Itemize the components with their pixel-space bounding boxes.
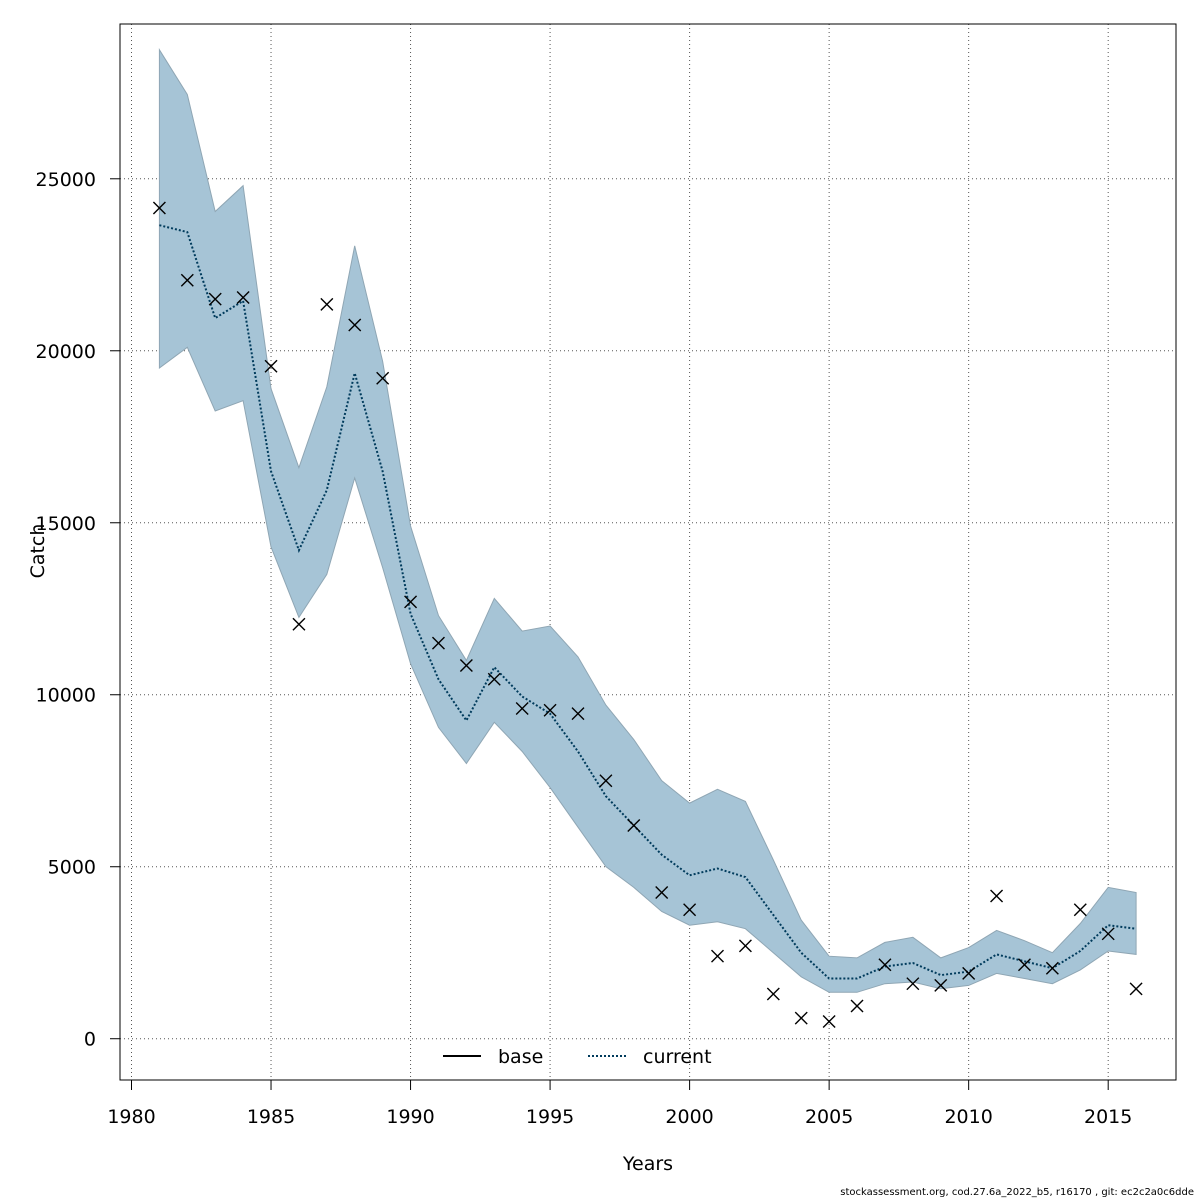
x-tick-label: 1990 [386, 1106, 434, 1128]
observed-point-stroke [1073, 903, 1087, 917]
observed-point [1101, 927, 1115, 941]
marker-layer [152, 201, 1143, 1029]
observed-point-stroke [655, 886, 669, 900]
x-tick-label: 2005 [805, 1106, 853, 1128]
observed-point [348, 318, 362, 332]
observed-point-stroke [962, 966, 976, 980]
observed-point-stroke [934, 978, 948, 992]
observed-point [431, 636, 445, 650]
observed-point-stroke [152, 201, 166, 215]
x-tick-label: 1980 [107, 1106, 155, 1128]
observed-point [599, 774, 613, 788]
observed-point-stroke [878, 958, 892, 972]
y-tick-label: 25000 [36, 169, 96, 191]
x-tick-label: 1985 [247, 1106, 295, 1128]
observed-point-stroke [738, 939, 752, 953]
y-tick-label: 5000 [48, 857, 96, 879]
observed-point-stroke [320, 297, 334, 311]
x-tick-label: 2015 [1084, 1106, 1132, 1128]
observed-point [180, 273, 194, 287]
observed-point [376, 371, 390, 385]
observed-point [794, 1011, 808, 1025]
x-axis-title: Years [622, 1153, 673, 1175]
observed-point [683, 903, 697, 917]
observed-point [627, 818, 641, 832]
observed-point [236, 290, 250, 304]
x-tick-label: 1995 [526, 1106, 574, 1128]
axis-layer: 1980 1985 1990 1995 2000 2005 2010 2015 0 5000 100… [36, 169, 1133, 1128]
observed-point [1129, 982, 1143, 996]
observed-point [766, 987, 780, 1001]
observed-point [1073, 903, 1087, 917]
observed-point-stroke [543, 703, 557, 717]
observed-point [906, 977, 920, 991]
legend: base current [443, 1046, 712, 1068]
observed-point-stroke [1045, 961, 1059, 975]
observed-point-stroke [766, 987, 780, 1001]
x-tick-label: 2000 [665, 1106, 713, 1128]
observed-point-stroke [711, 949, 725, 963]
y-tick-label: 20000 [36, 341, 96, 363]
observed-point [459, 659, 473, 673]
observed-point [292, 617, 306, 631]
observed-point [962, 966, 976, 980]
observed-point [822, 1015, 836, 1029]
footer-credit: stockassessment.org, cod.27.6a_2022_b5, … [840, 1187, 1194, 1198]
observed-point-stroke [571, 707, 585, 721]
observed-point-stroke [515, 702, 529, 716]
observed-point-stroke [292, 617, 306, 631]
observed-point-stroke [599, 774, 613, 788]
observed-point-stroke [180, 273, 194, 287]
observed-point [487, 672, 501, 686]
observed-point [543, 703, 557, 717]
observed-point-stroke [431, 636, 445, 650]
observed-point-stroke [794, 1011, 808, 1025]
observed-point-stroke [822, 1015, 836, 1029]
y-tick-label: 10000 [36, 685, 96, 707]
observed-point-stroke [208, 292, 222, 306]
confidence-band [158, 48, 1137, 993]
observed-point-stroke [264, 359, 278, 373]
legend-current-label: current [643, 1046, 712, 1068]
observed-point [404, 595, 418, 609]
y-axis-title: Catch [27, 524, 49, 579]
y-tick-label: 0 [84, 1029, 96, 1051]
observed-point-stroke [1017, 958, 1031, 972]
observed-point-stroke [348, 318, 362, 332]
observed-point [655, 886, 669, 900]
observed-point-stroke [459, 659, 473, 673]
observed-point-stroke [487, 672, 501, 686]
observed-point [711, 949, 725, 963]
observed-point [738, 939, 752, 953]
legend-base-label: base [498, 1046, 543, 1068]
observed-point [264, 359, 278, 373]
observed-point-stroke [850, 999, 864, 1013]
observed-point-stroke [683, 903, 697, 917]
observed-point [990, 889, 1004, 903]
y-tick-label: 15000 [36, 513, 96, 535]
observed-point [320, 297, 334, 311]
observed-point [850, 999, 864, 1013]
observed-point-stroke [404, 595, 418, 609]
observed-point [1045, 961, 1059, 975]
observed-point-stroke [990, 889, 1004, 903]
observed-point-stroke [236, 290, 250, 304]
observed-point [515, 702, 529, 716]
observed-point [208, 292, 222, 306]
observed-point-stroke [627, 818, 641, 832]
observed-point-stroke [1129, 982, 1143, 996]
observed-point [152, 201, 166, 215]
observed-point [571, 707, 585, 721]
observed-point-stroke [1101, 927, 1115, 941]
observed-point [934, 978, 948, 992]
observed-point [1017, 958, 1031, 972]
band-layer [158, 48, 1137, 993]
observed-point-stroke [376, 371, 390, 385]
observed-point-stroke [906, 977, 920, 991]
x-tick-label: 2010 [944, 1106, 992, 1128]
observed-point [878, 958, 892, 972]
